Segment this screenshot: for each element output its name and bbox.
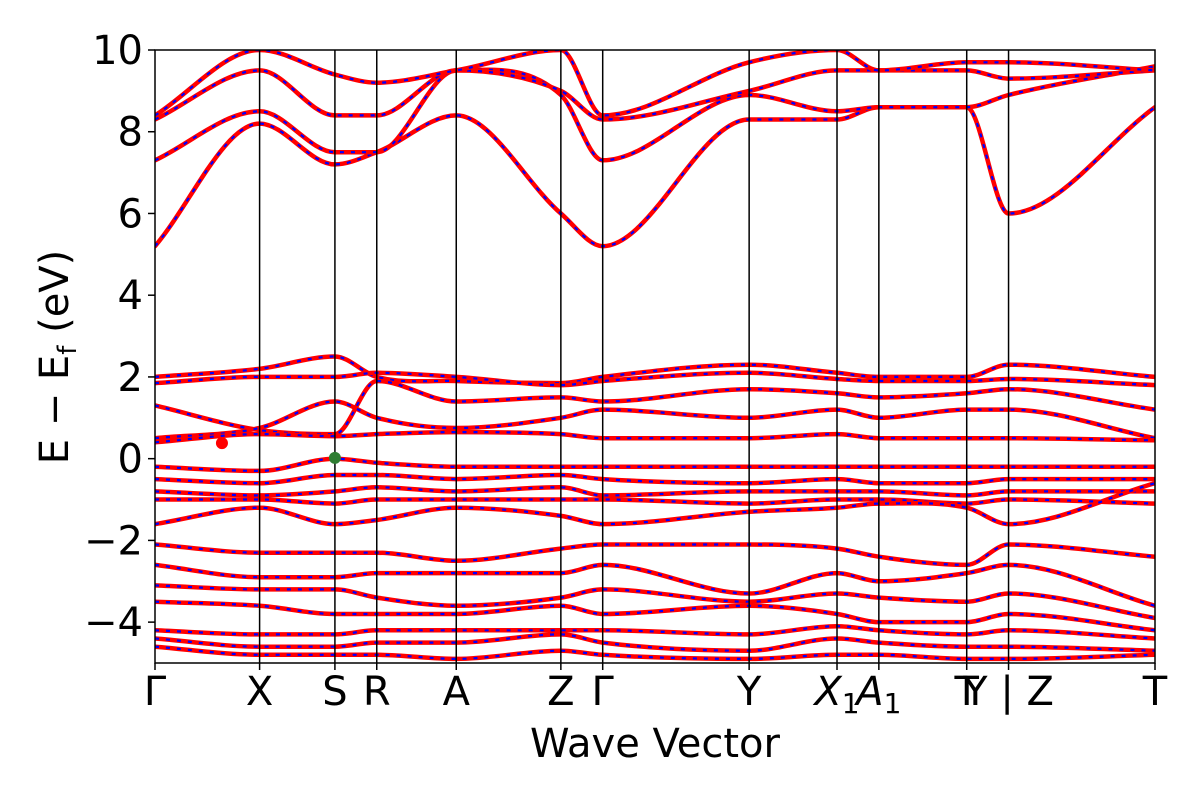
- x-tick-label-8: X1: [812, 669, 859, 720]
- y-axis-label-main: E − E: [32, 355, 78, 465]
- band-11-spin-down: [155, 486, 1155, 497]
- x-tick-label-10: T: [953, 669, 979, 715]
- y-axis-label-unit: (eV): [32, 250, 78, 346]
- band-19-spin-up: [155, 632, 1155, 653]
- band-11-spin-up: [155, 485, 1155, 498]
- band-8-spin-up: [155, 429, 1155, 445]
- band-12-spin-down: [155, 498, 1155, 505]
- x-tick-label-3: R: [363, 669, 391, 715]
- x-tick-label-1: X: [246, 669, 273, 715]
- x-tick-label-11: Y | Z: [962, 669, 1054, 715]
- band-3-spin-down: [155, 50, 1155, 117]
- x-tick-label-7: Y: [736, 669, 762, 715]
- axes-frame: [154, 49, 1156, 664]
- band-15-spin-up: [155, 562, 1155, 609]
- y-tick-label-1: −2: [84, 518, 143, 564]
- vbm-marker: [328, 451, 341, 464]
- band-10-spin-up: [155, 472, 1155, 486]
- y-tick-label-7: 10: [92, 28, 143, 74]
- x-tick-label-4: A: [443, 669, 471, 715]
- y-axis-label-subscript: f: [53, 345, 83, 355]
- band-18-spin-up: [155, 623, 1155, 641]
- band-17-spin-down: [155, 600, 1155, 632]
- band-0-spin-up: [155, 104, 1155, 249]
- band-0-spin-down: [155, 106, 1155, 248]
- band-lines: [155, 50, 1155, 662]
- y-axis-ticks: −4 −2 0 2 4 6 8 10: [84, 28, 155, 646]
- x-tick-label-2: S: [322, 669, 347, 715]
- band-19-spin-down: [155, 633, 1155, 652]
- y-tick-label-3: 2: [118, 355, 143, 401]
- cbm-marker: [215, 437, 228, 450]
- x-tick-label-5: Z: [547, 669, 574, 715]
- band-3-spin-up: [155, 50, 1155, 118]
- x-tick-label-0: Γ: [144, 669, 167, 715]
- x-tick-label-12: T: [1142, 669, 1168, 715]
- band-9-spin-down: [155, 457, 1155, 473]
- band-5-spin-down: [155, 371, 1155, 387]
- y-tick-label-0: −4: [84, 600, 143, 646]
- band-5-spin-up: [155, 370, 1155, 388]
- band-7-spin-down: [155, 400, 1155, 440]
- band-10-spin-down: [155, 473, 1155, 485]
- band-14-spin-up: [155, 542, 1155, 568]
- y-tick-label-4: 4: [118, 273, 143, 319]
- x-tick-label-9: A1: [853, 669, 901, 720]
- y-tick-label-6: 8: [118, 110, 143, 156]
- band-8-spin-down: [155, 430, 1155, 444]
- band-20-spin-down: [155, 645, 1155, 661]
- plot-area: [154, 49, 1156, 664]
- band-17-spin-up: [155, 599, 1155, 633]
- x-axis-label: Wave Vector: [530, 721, 781, 767]
- band-9-spin-up: [155, 456, 1155, 474]
- y-tick-label-2: 0: [118, 437, 143, 483]
- x-tick-label-6: Γ: [592, 669, 615, 715]
- y-tick-label-5: 6: [118, 191, 143, 237]
- band-14-spin-down: [155, 543, 1155, 567]
- y-axis-label: E − Ef (eV): [32, 250, 83, 465]
